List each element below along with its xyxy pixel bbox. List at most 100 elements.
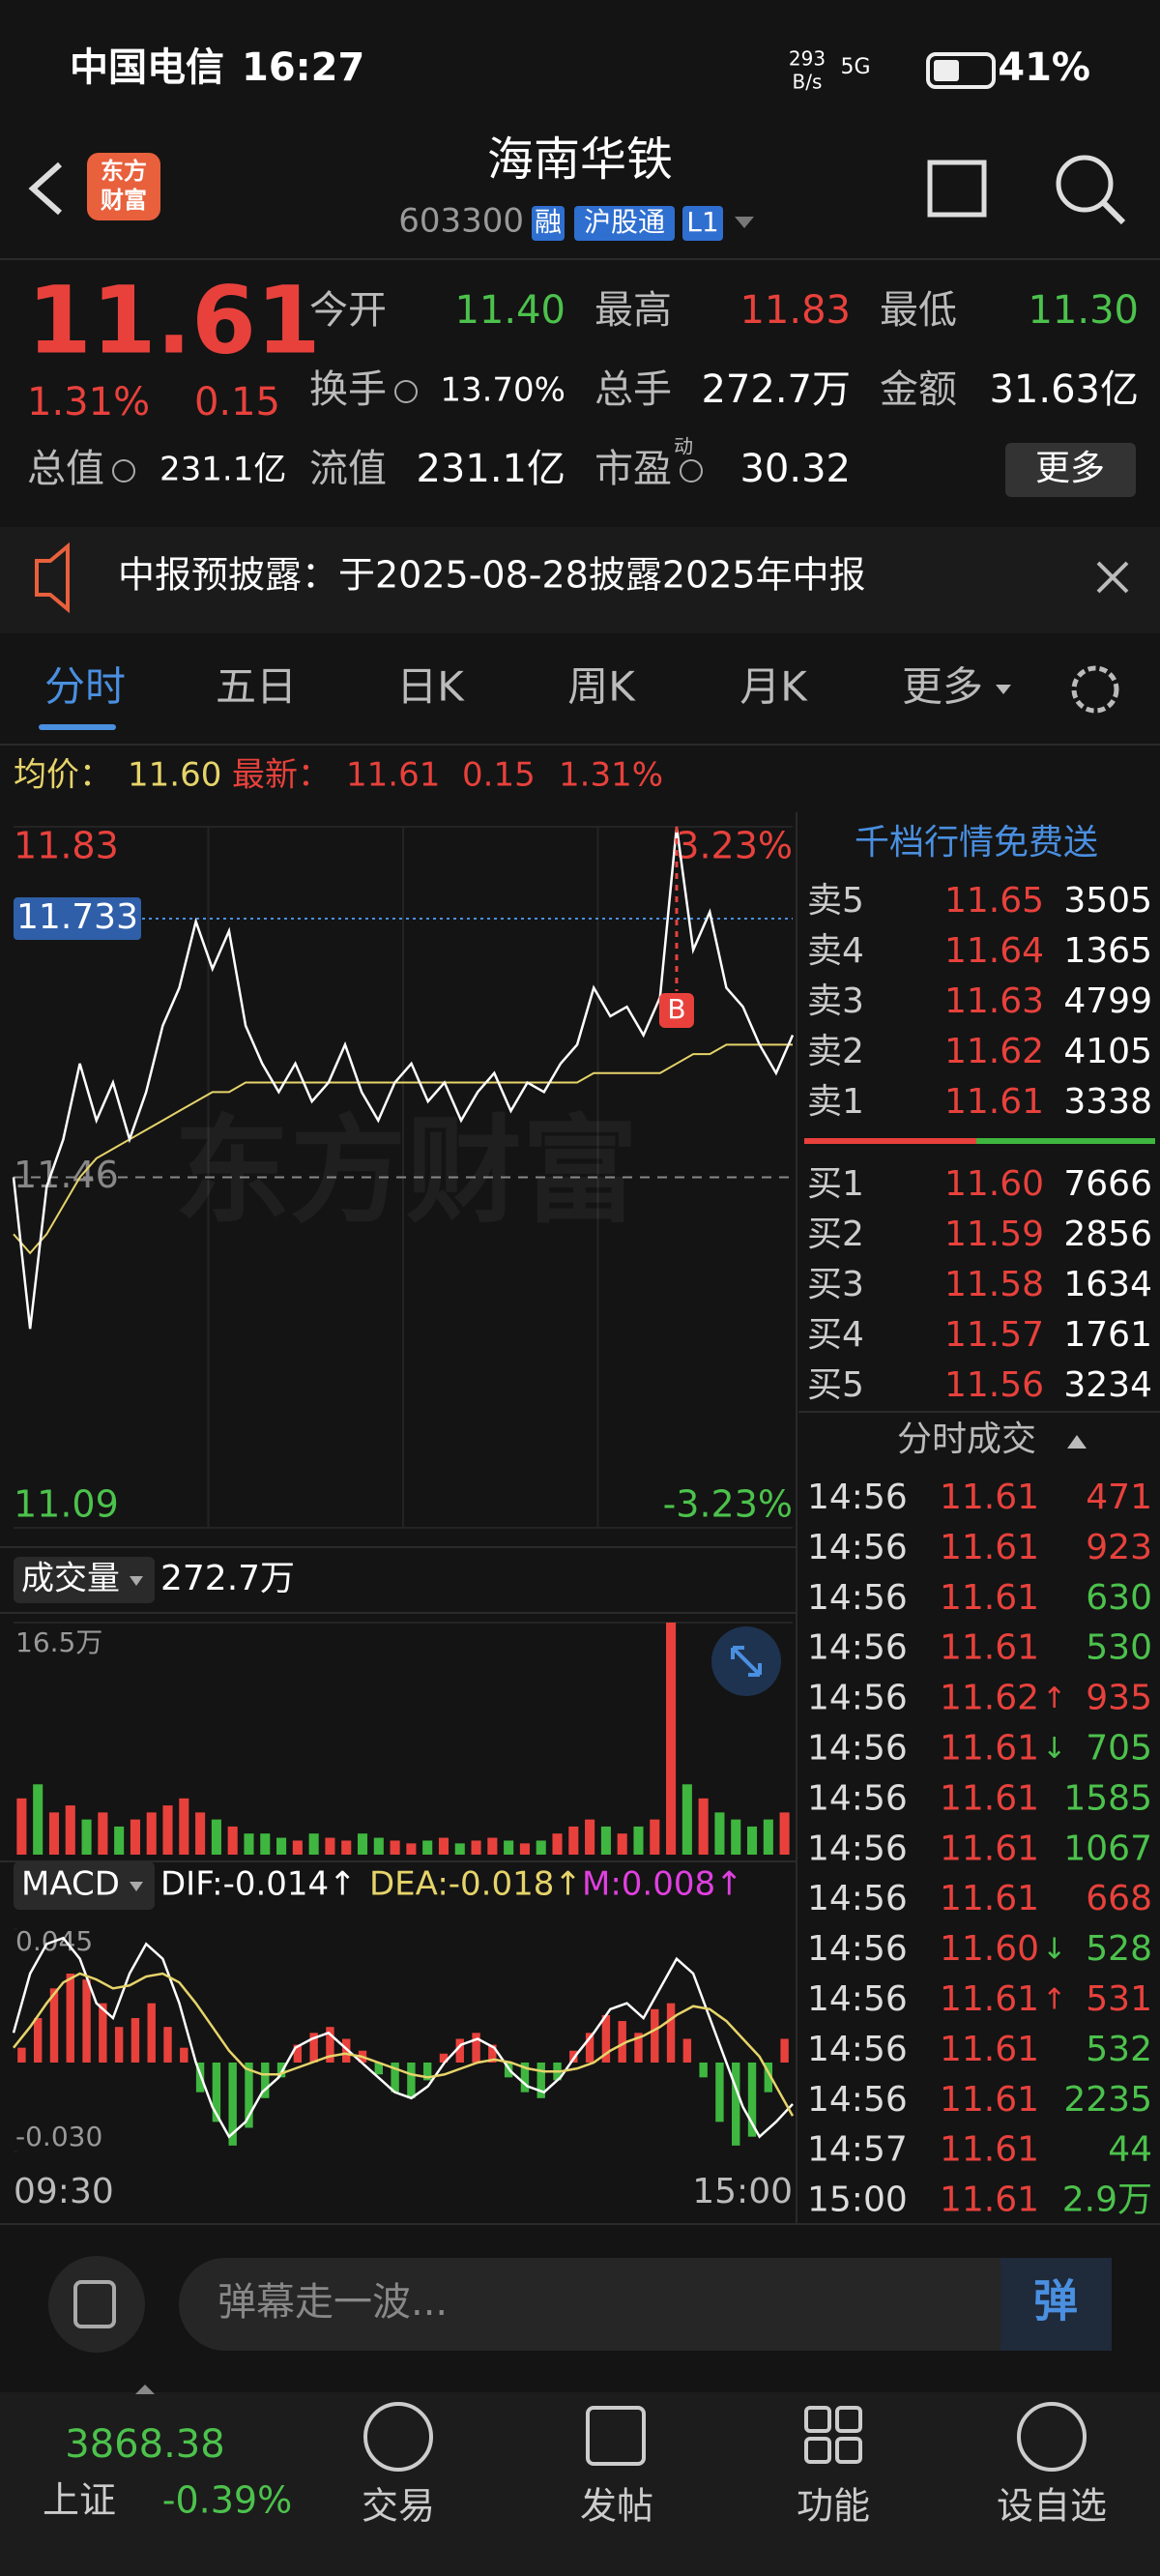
search-handle (1101, 200, 1126, 225)
trade-price: 11.61 (940, 2080, 1039, 2120)
tab[interactable]: 五日 (216, 663, 297, 711)
field-value: 13.70% (440, 371, 566, 410)
notice-text[interactable]: 中报预披露：于2025-08-28披露2025年中报 (118, 554, 866, 597)
nav-label[interactable]: 功能 (797, 2485, 870, 2528)
volume-bar (292, 1840, 303, 1855)
volume-bar (487, 1837, 498, 1855)
trade-icon[interactable] (363, 2402, 433, 2472)
nav-label[interactable]: 交易 (362, 2485, 435, 2528)
more-button[interactable] (1005, 443, 1136, 497)
avg-bar-text: 0.15 (462, 756, 536, 795)
comment-toggle[interactable] (48, 2256, 145, 2353)
danmaku-label[interactable]: 弹 (1033, 2275, 1078, 2327)
nav-label[interactable]: 发帖 (580, 2485, 653, 2528)
macd-selector[interactable] (14, 1861, 155, 1910)
marker-box (14, 897, 141, 941)
comment-icon (73, 2280, 116, 2328)
trade-price: 11.61 (940, 1478, 1039, 1517)
field-label: 总手 (594, 367, 672, 412)
book-label: 买2 (807, 1215, 864, 1254)
back-button[interactable] (28, 161, 62, 216)
macd-bar (407, 2063, 416, 2098)
trade-price: 11.61 (940, 1628, 1039, 1668)
volume-bar (81, 1819, 92, 1855)
more-label[interactable]: 更多 (1035, 449, 1105, 488)
battery: 41% (998, 45, 1090, 90)
trade-time: 14:56 (807, 2030, 908, 2069)
function-icon[interactable] (804, 2406, 831, 2433)
trade-time: 14:56 (807, 1528, 908, 1567)
volume-bar (98, 1812, 108, 1855)
trade-marker (658, 993, 694, 1028)
comment-placeholder[interactable]: 弹幕走一波... (218, 2280, 448, 2325)
volume-bar (211, 1819, 221, 1855)
field-value: 30.32 (740, 447, 851, 491)
volume-bar (682, 1784, 692, 1855)
search-button[interactable] (1056, 155, 1114, 213)
tab[interactable]: 更多 (902, 663, 983, 711)
trade-time: 14:56 (807, 1879, 908, 1918)
settings-button[interactable] (1071, 665, 1119, 714)
tab[interactable]: 日K (396, 663, 465, 711)
y-tick-label: 11.09 (14, 1483, 119, 1526)
watchlist-icon[interactable] (1017, 2402, 1087, 2472)
share-button[interactable] (927, 160, 987, 218)
trade-volume: 528 (1086, 1929, 1152, 1969)
danmaku-button[interactable] (1000, 2258, 1112, 2351)
volume-bar (146, 1812, 157, 1855)
field-label: 最低 (880, 288, 957, 333)
trade-volume: 1585 (1063, 1778, 1152, 1818)
volume-bar (325, 1837, 335, 1855)
close-button[interactable] (1096, 561, 1129, 594)
trade-price: 11.61 (940, 2130, 1039, 2170)
app-logo[interactable] (87, 153, 160, 220)
volume-bar (357, 1833, 368, 1855)
book-price: 11.57 (944, 1315, 1044, 1355)
avg-bar-text: 11.61 (346, 756, 440, 795)
nav-label[interactable]: 设自选 (997, 2485, 1107, 2528)
macd-bar (715, 2063, 724, 2122)
macd-bar (634, 2033, 643, 2063)
volume-bar (714, 1812, 725, 1855)
trade-price: 11.61 (940, 1778, 1039, 1818)
trades-title[interactable]: 分时成交 (897, 1420, 1036, 1459)
macd-bar (17, 2047, 26, 2063)
macd-bar (391, 2063, 399, 2093)
trade-price: 11.61 (940, 1879, 1039, 1918)
clock: 16:27 (242, 45, 364, 90)
avg-bar-text: 最新： (232, 756, 331, 795)
trade-volume: 2235 (1063, 2080, 1152, 2120)
notice-bar[interactable] (0, 527, 1160, 633)
trade-time: 14:56 (807, 1578, 908, 1618)
field-value: 11.30 (1028, 288, 1139, 333)
order-book-title[interactable]: 千档行情免费送 (855, 823, 1098, 863)
function-icon (835, 2406, 862, 2433)
index-pct[interactable]: -0.39% (162, 2479, 292, 2522)
trade-price: 11.61 (940, 2030, 1039, 2069)
macd-bar (261, 2063, 270, 2098)
volume-selector[interactable] (14, 1557, 155, 1603)
volume-bar (617, 1833, 627, 1855)
tab[interactable]: 分时 (44, 663, 126, 711)
stock-code: 603300 (398, 202, 524, 241)
index-name[interactable]: 上证 (43, 2479, 116, 2522)
volume-bar (244, 1833, 254, 1855)
book-label: 买4 (807, 1315, 864, 1355)
book-label: 买5 (807, 1365, 864, 1405)
trade-price: 11.61 (940, 1578, 1039, 1618)
trade-arrow: ↓ (1042, 1732, 1066, 1766)
index-value[interactable]: 3868.38 (65, 2422, 224, 2467)
tab[interactable]: 月K (740, 663, 808, 711)
post-icon[interactable] (586, 2406, 646, 2466)
badge-label: 沪股通 (584, 206, 665, 238)
volume-bar (276, 1837, 287, 1855)
field-value: 11.40 (454, 288, 566, 333)
comment-input[interactable] (179, 2258, 1112, 2351)
volume-bar (114, 1826, 125, 1855)
tab[interactable]: 周K (567, 663, 636, 711)
volume-bar (568, 1826, 579, 1855)
volume-bar (406, 1843, 417, 1855)
trade-volume: 668 (1086, 1879, 1152, 1918)
book-volume: 2856 (1063, 1215, 1152, 1254)
macd-bar (147, 2003, 156, 2063)
